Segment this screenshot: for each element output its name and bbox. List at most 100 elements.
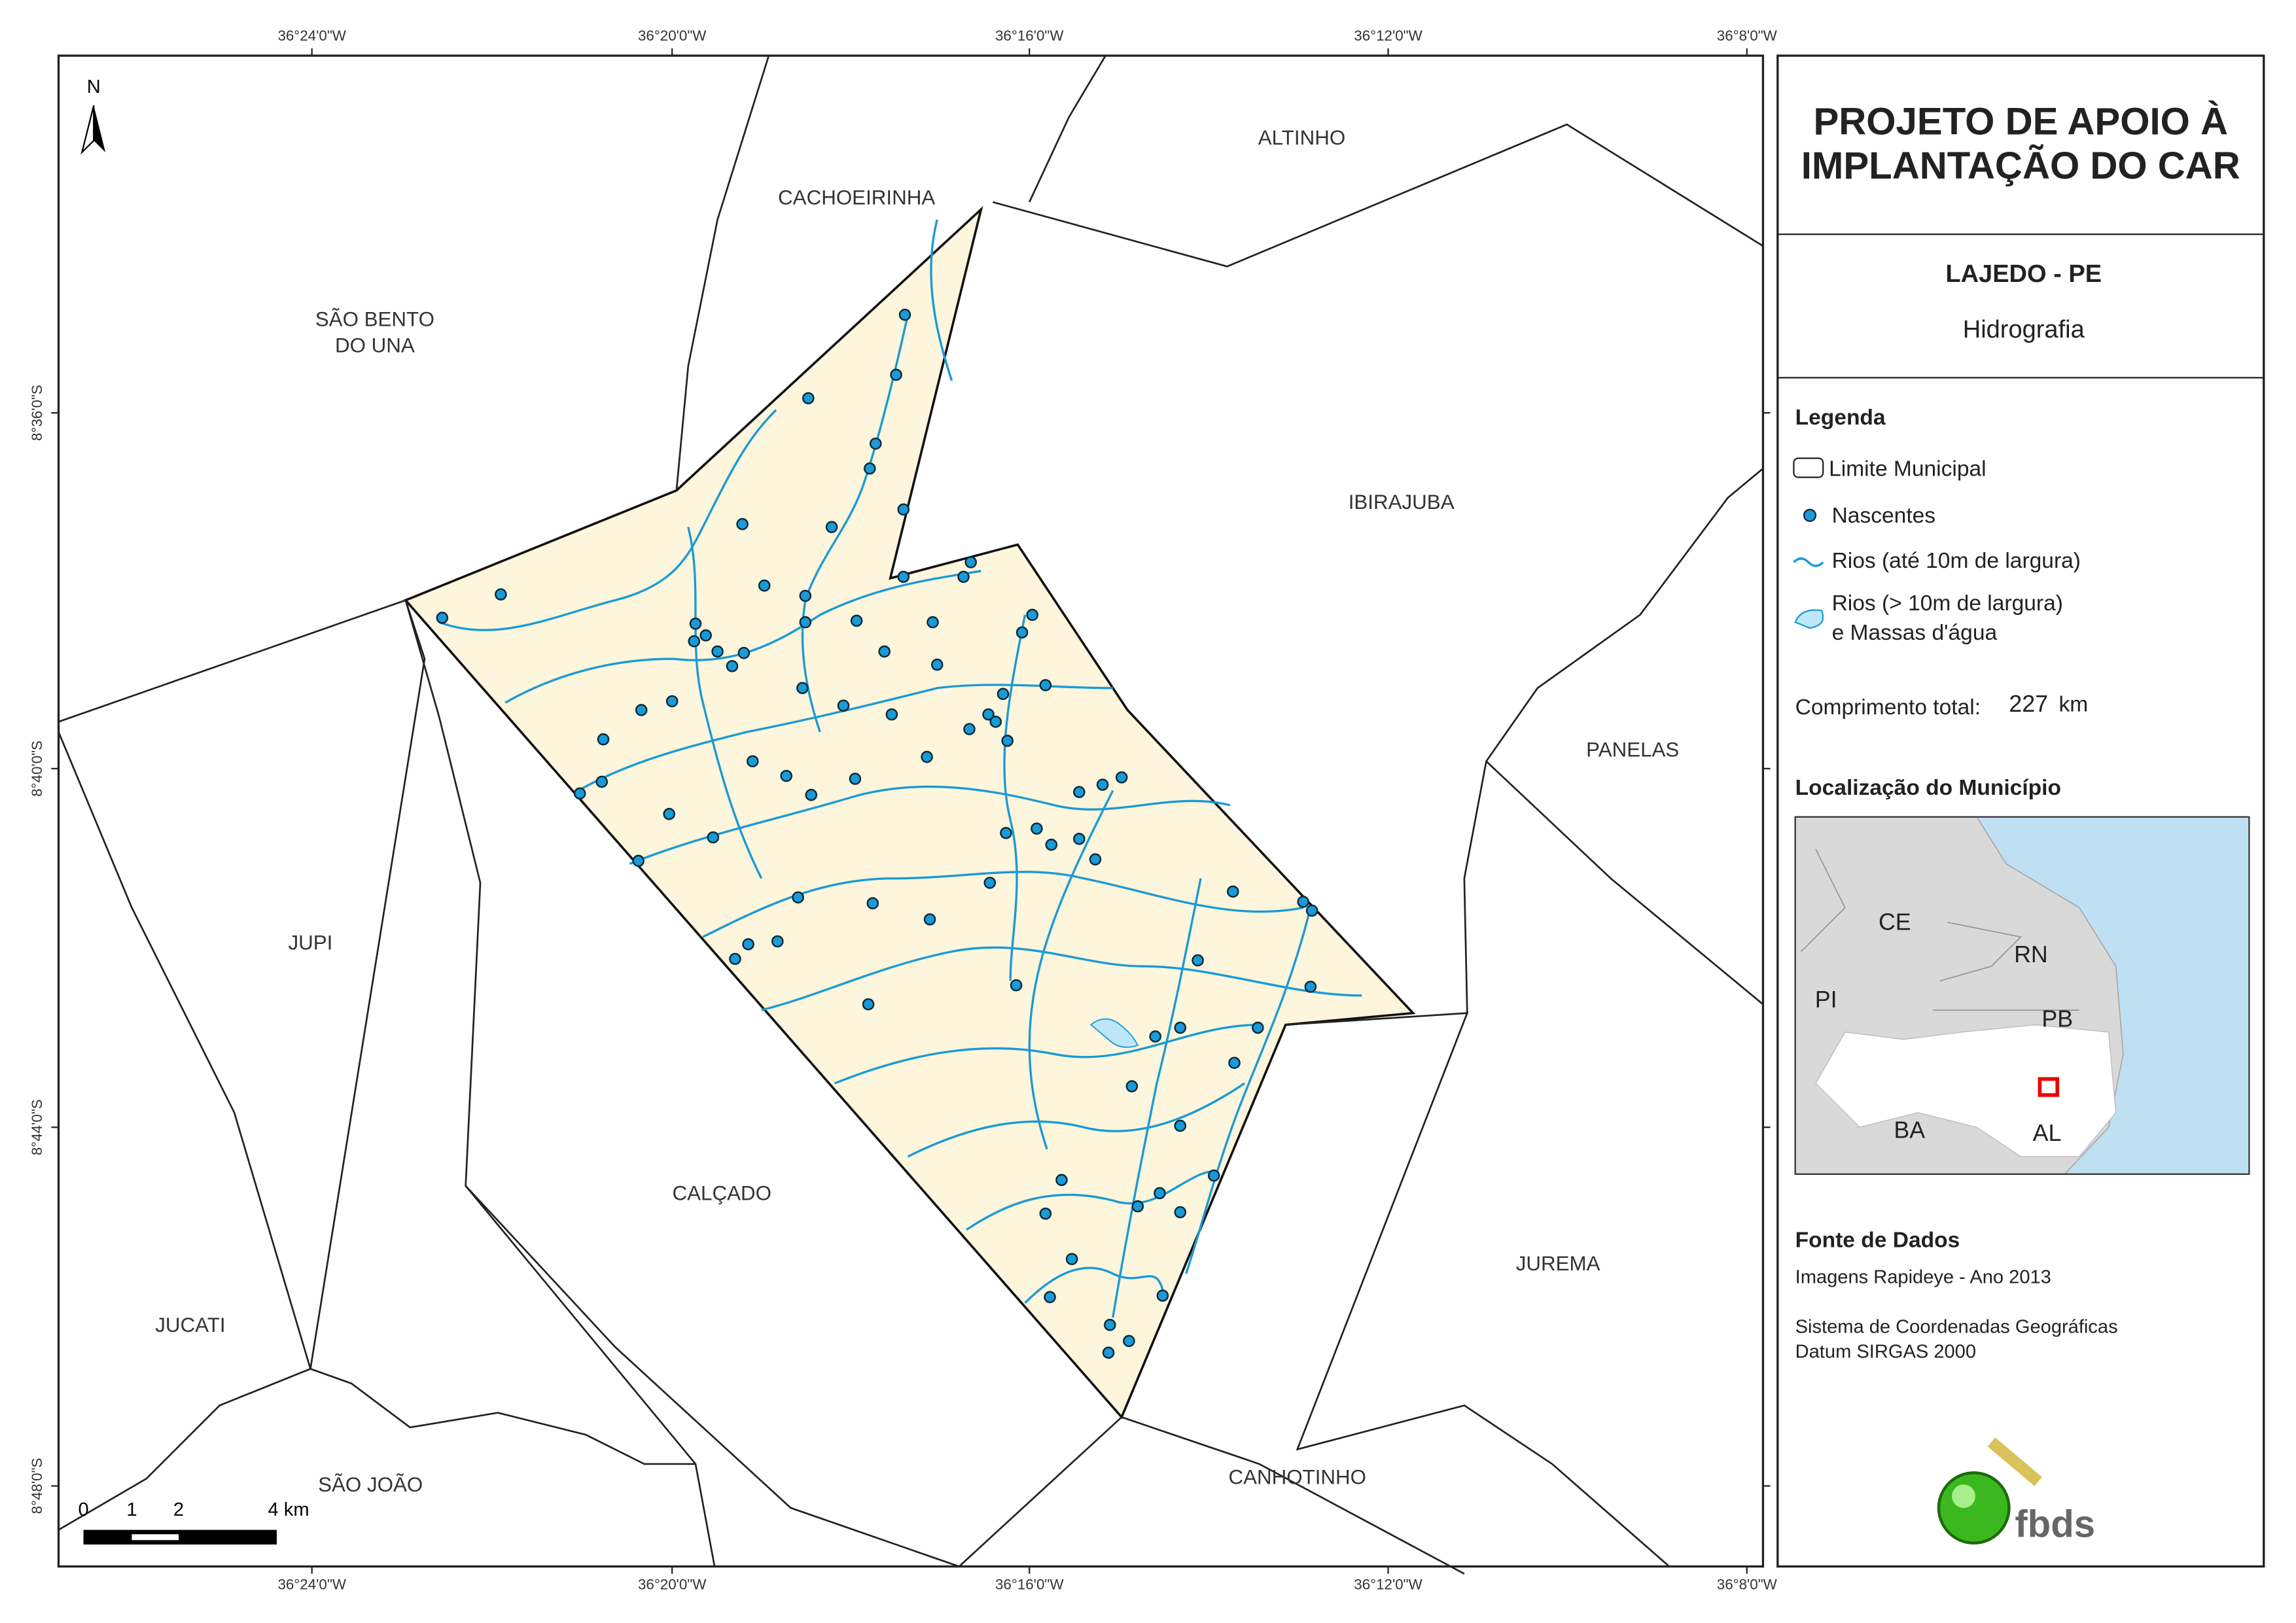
spring bbox=[963, 723, 976, 735]
spring bbox=[597, 733, 610, 746]
spring bbox=[495, 588, 507, 601]
spring bbox=[1297, 896, 1310, 908]
legend-item: Nascentes bbox=[1832, 504, 1936, 528]
lon-label: 36°20'0"W bbox=[638, 27, 707, 44]
spring bbox=[663, 808, 675, 820]
spring bbox=[897, 570, 910, 584]
spring bbox=[796, 682, 809, 695]
spring bbox=[771, 935, 784, 948]
spring bbox=[885, 708, 898, 721]
spring bbox=[729, 952, 741, 966]
logo-text: fbds bbox=[2015, 1503, 2095, 1546]
river bbox=[438, 409, 777, 631]
lat-label: 8°40'0"S bbox=[29, 741, 45, 797]
spring bbox=[825, 521, 838, 533]
spring bbox=[436, 612, 449, 624]
municipality-label: SÃO BENTO bbox=[315, 307, 434, 330]
spring bbox=[849, 773, 862, 785]
spring bbox=[1044, 1291, 1056, 1304]
scale-label: 1 bbox=[126, 1499, 137, 1520]
spring bbox=[1045, 839, 1058, 851]
north-label: N bbox=[87, 77, 101, 97]
spring bbox=[736, 517, 749, 531]
spring bbox=[921, 750, 933, 763]
spring bbox=[1026, 608, 1038, 621]
legend-symbol bbox=[1793, 457, 1824, 478]
spring bbox=[850, 614, 863, 627]
river bbox=[1003, 614, 1027, 981]
total-label: Comprimento total: bbox=[1795, 695, 1981, 720]
title: IMPLANTAÇÃO DO CAR bbox=[1801, 145, 2240, 187]
spring bbox=[742, 938, 754, 951]
source-title: Fonte de Dados bbox=[1795, 1229, 1960, 1253]
river bbox=[1024, 1266, 1165, 1304]
spring bbox=[878, 645, 891, 658]
theme: Hidrografia bbox=[1963, 316, 2085, 343]
river bbox=[687, 527, 763, 879]
spring bbox=[1089, 853, 1102, 865]
spring bbox=[1174, 1119, 1187, 1132]
spring bbox=[1055, 1174, 1068, 1187]
spring bbox=[1149, 1030, 1161, 1043]
title: PROJETO DE APOIO À bbox=[1813, 101, 2228, 143]
spring bbox=[890, 368, 902, 381]
municipal-boundaries bbox=[58, 55, 1764, 1575]
river bbox=[504, 570, 981, 704]
spring bbox=[1131, 1200, 1144, 1213]
spring bbox=[1192, 954, 1204, 967]
spring bbox=[1252, 1021, 1264, 1034]
coordinate-ticks: 36°24'0"W 36°24'0"W 36°20'0"W 36°20'0"W 36°1… bbox=[29, 27, 1778, 1593]
spring bbox=[1010, 979, 1023, 992]
state-label: PB bbox=[2041, 1005, 2073, 1032]
source-line: Imagens Rapideye - Ano 2013 bbox=[1795, 1266, 2051, 1287]
legend-symbol bbox=[1794, 609, 1824, 629]
spring bbox=[1039, 1207, 1052, 1220]
spring bbox=[1304, 981, 1317, 993]
spring bbox=[688, 635, 701, 648]
lon-label: 36°12'0"W bbox=[1354, 1577, 1422, 1593]
spring bbox=[869, 437, 882, 450]
total-value: 227 bbox=[2009, 691, 2048, 717]
municipality-label: JUPI bbox=[288, 932, 332, 954]
spring bbox=[1039, 679, 1052, 691]
spring bbox=[726, 659, 739, 672]
municipality-label: JUREMA bbox=[1516, 1252, 1600, 1275]
spring bbox=[1125, 1080, 1139, 1092]
scale-label: 4 km bbox=[268, 1499, 309, 1520]
legend-item: Rios (> 10m de largura) bbox=[1832, 591, 2063, 616]
lon-label: 36°16'0"W bbox=[995, 27, 1064, 44]
logo: fbds bbox=[1937, 1437, 2095, 1546]
spring bbox=[595, 775, 609, 788]
spring bbox=[746, 755, 759, 768]
spring bbox=[930, 658, 944, 671]
rivers bbox=[438, 219, 1362, 1318]
side-panel: PROJETO DE APOIO À IMPLANTAÇÃO DO CAR LA… bbox=[1776, 54, 2265, 1568]
lon-label: 36°24'0"W bbox=[277, 1577, 346, 1593]
state-label: CE bbox=[1879, 909, 1911, 935]
lon-label: 36°20'0"W bbox=[638, 1577, 707, 1593]
spring bbox=[1001, 735, 1014, 747]
spring bbox=[805, 788, 818, 801]
state-label: BA bbox=[1894, 1117, 1925, 1143]
spring bbox=[1102, 1346, 1115, 1359]
spring bbox=[1305, 904, 1318, 917]
springs bbox=[436, 308, 1318, 1359]
lat-label: 8°44'0"S bbox=[29, 1099, 45, 1155]
lat-label: 8°48'0"S bbox=[29, 1458, 45, 1514]
river bbox=[629, 785, 1231, 865]
source-line: Datum SIRGAS 2000 bbox=[1795, 1342, 1976, 1363]
spring bbox=[737, 646, 751, 659]
spring bbox=[983, 877, 997, 889]
spring bbox=[1073, 786, 1086, 799]
legend-symbol bbox=[1793, 557, 1824, 567]
spring bbox=[1073, 833, 1086, 845]
lon-label: 36°24'0"W bbox=[277, 27, 346, 44]
spring bbox=[964, 556, 978, 568]
river bbox=[966, 1170, 1216, 1231]
spring bbox=[897, 503, 910, 516]
spring bbox=[573, 787, 586, 800]
spring bbox=[1096, 778, 1109, 791]
spring bbox=[1227, 885, 1239, 898]
